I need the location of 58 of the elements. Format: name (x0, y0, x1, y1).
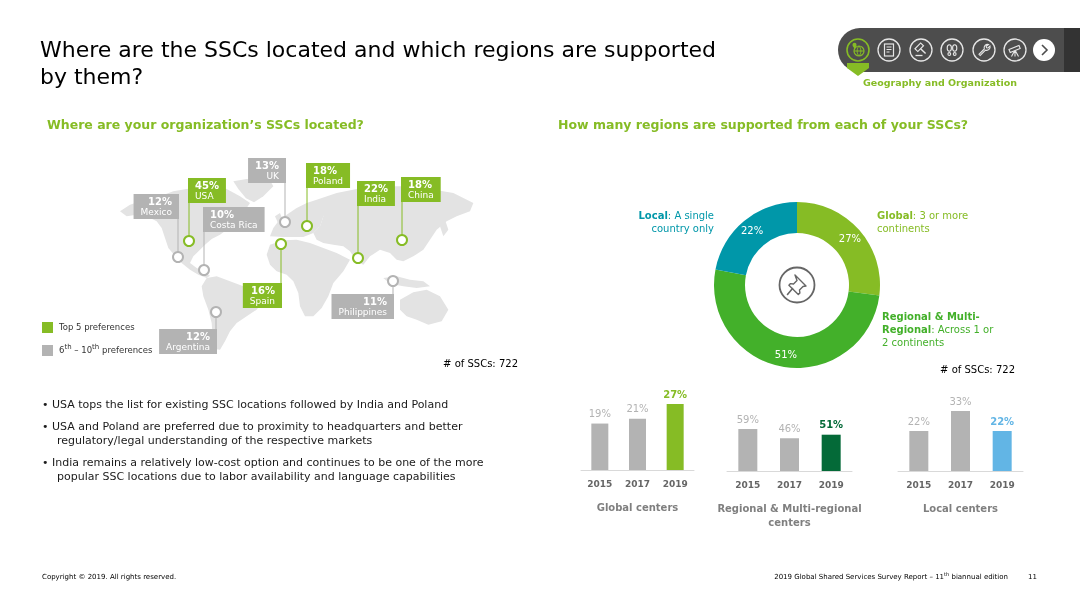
category-label: Philippines (338, 307, 388, 317)
x-tick-label: 2017 (776, 479, 803, 490)
data-label: 18% (408, 179, 432, 190)
data-label: 59% (736, 413, 759, 425)
text: • India remains a relatively low-cost option and continues to be one of the more popular SSC locations due to labor availability and language capabilities (42, 456, 485, 484)
slice-label: Regional & Multi-Regional: Across 1 or 2 continents (882, 310, 995, 349)
data-label: 18% (313, 165, 337, 176)
x-tick-label: 2015 (587, 478, 613, 489)
data-label: 12% (148, 196, 172, 207)
category-label: India (364, 194, 387, 204)
data-label: 27% (663, 388, 688, 400)
x-axis-title: Global centers (595, 501, 680, 515)
x-tick-label: 2019 (662, 478, 688, 489)
data-label: 22% (907, 415, 930, 427)
data-label: 51% (819, 419, 844, 431)
data-label: 11% (363, 296, 387, 307)
data-label: 51% (774, 349, 798, 361)
text: Where are the SSCs located and which regions are supported by them? (40, 36, 718, 90)
chart-title: How many regions are supported from each of your SSCs? (558, 117, 969, 132)
category-label: Spain (249, 296, 275, 306)
data-label: 10% (210, 209, 234, 220)
data-label: 33% (949, 395, 972, 407)
category-label: Poland (313, 176, 344, 186)
slice-label: Local: A single country only (637, 209, 714, 235)
category-label: Costa Rica (210, 220, 258, 230)
slice-label: Global: 3 or more continents (877, 209, 970, 235)
x-axis-title: Local centers (921, 502, 1000, 516)
text: • USA tops the list for existing SSC locations followed by India and Poland (42, 398, 450, 412)
x-tick-label: 2017 (947, 479, 974, 490)
data-label: 27% (838, 232, 861, 244)
category-label: USA (195, 191, 215, 201)
x-tick-label: 2019 (989, 479, 1015, 490)
x-tick-label: 2017 (624, 478, 651, 489)
data-label: 22% (740, 225, 764, 237)
data-label: 19% (588, 408, 611, 420)
data-label: 13% (255, 160, 279, 171)
legend-label: 6$^{th}$ – 10$^{th}$ preferences (59, 343, 153, 357)
legend-label: Top 5 preferences (59, 321, 135, 334)
category-label: Mexico (140, 207, 173, 217)
category-label: China (408, 190, 434, 200)
x-tick-label: 2015 (906, 479, 932, 490)
category-label: Argentina (166, 342, 210, 352)
data-label: 46% (778, 422, 801, 434)
data-label: 21% (626, 403, 649, 415)
data-label: 45% (195, 180, 219, 191)
x-axis-title: Regional & Multi-regional centers (716, 502, 863, 530)
data-label: 22% (364, 183, 388, 194)
text: # of SSCs: 722 (940, 363, 1015, 375)
text: Where are your organization’s SSCs located? (47, 117, 364, 132)
category-label: UK (266, 171, 281, 181)
data-label: 22% (990, 415, 1015, 427)
data-label: 12% (186, 331, 210, 342)
data-label: 16% (251, 285, 275, 296)
x-tick-label: 2019 (818, 479, 844, 490)
text: # of SSCs: 722 (443, 357, 518, 369)
text: Geography and Organization (863, 77, 1018, 88)
text: • USA and Poland are preferred due to proximity to headquarters and better regulatory/legal understanding of the respective markets (42, 420, 464, 448)
x-tick-label: 2015 (735, 479, 761, 490)
